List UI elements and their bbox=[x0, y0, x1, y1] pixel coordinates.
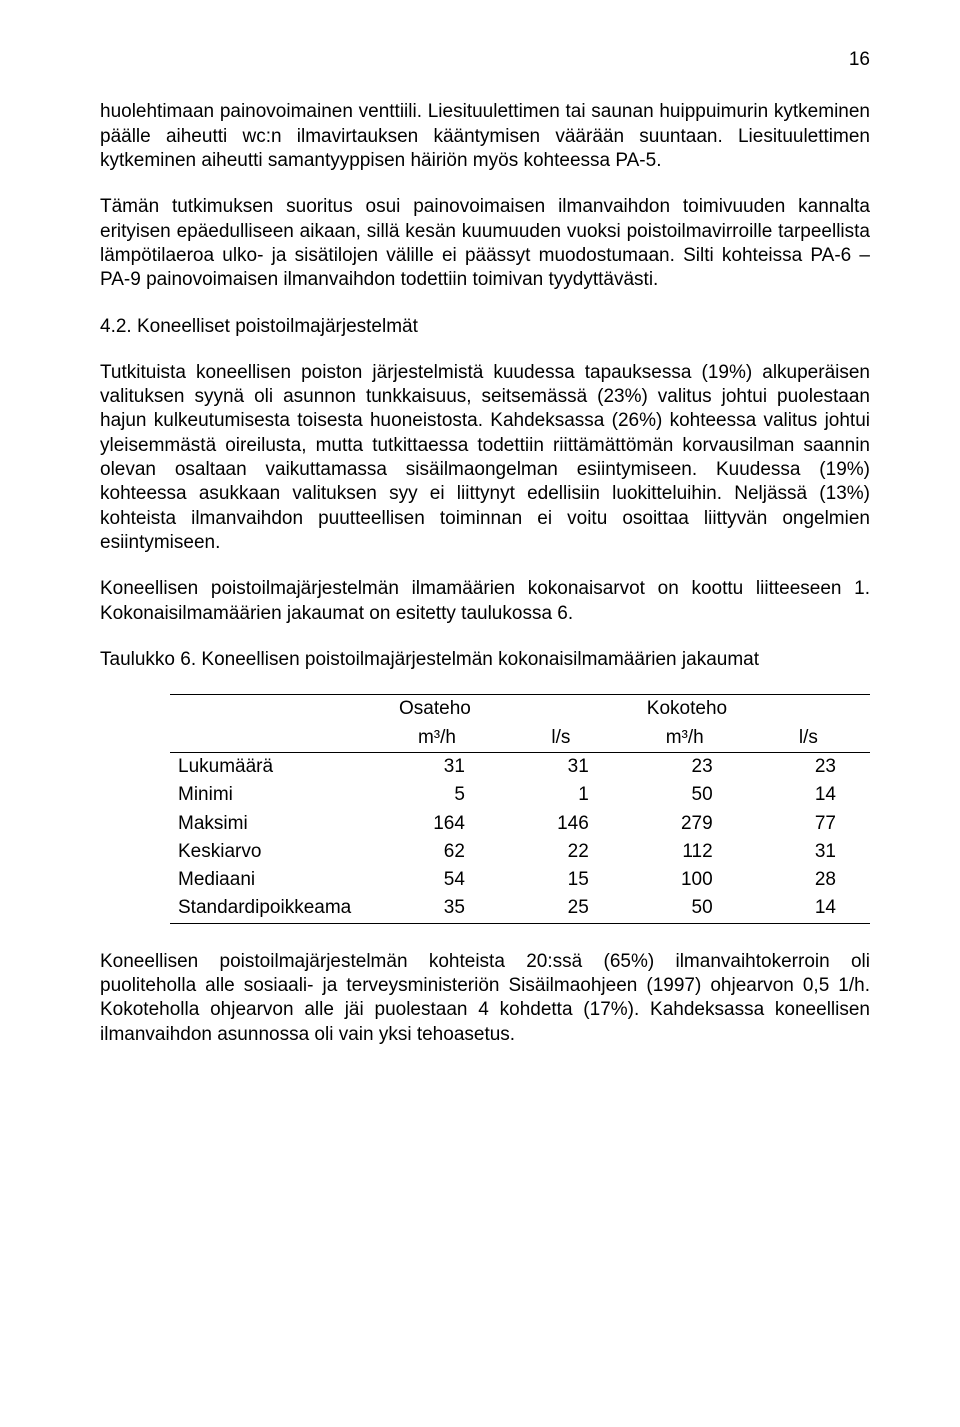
table-cell: 112 bbox=[623, 838, 747, 866]
paragraph: Koneellisen poistoilmajärjestelmän kohte… bbox=[100, 950, 870, 1047]
paragraph: Koneellisen poistoilmajärjestelmän ilmam… bbox=[100, 577, 870, 626]
table-cell-label: Lukumäärä bbox=[170, 752, 375, 781]
table-cell: 28 bbox=[747, 866, 870, 894]
table-caption: Taulukko 6. Koneellisen poistoilmajärjes… bbox=[100, 648, 870, 672]
table-header-blank bbox=[170, 724, 375, 753]
table-cell-label: Maksimi bbox=[170, 810, 375, 838]
table-cell: 164 bbox=[375, 810, 499, 838]
paragraph: Tutkituista koneellisen poiston järjeste… bbox=[100, 361, 870, 556]
table-row: Minimi 5 1 50 14 bbox=[170, 781, 870, 809]
table-cell: 23 bbox=[747, 752, 870, 781]
table-cell: 77 bbox=[747, 810, 870, 838]
data-table: Osateho Kokoteho m³/h l/s m³/h l/s Lukum… bbox=[170, 694, 870, 924]
table-cell: 50 bbox=[623, 894, 747, 923]
table-row: Maksimi 164 146 279 77 bbox=[170, 810, 870, 838]
table-cell: 31 bbox=[375, 752, 499, 781]
table-cell: 146 bbox=[499, 810, 623, 838]
table-cell: 62 bbox=[375, 838, 499, 866]
table-header-sub: l/s bbox=[499, 724, 623, 753]
table-row: Lukumäärä 31 31 23 23 bbox=[170, 752, 870, 781]
table-header-sub: l/s bbox=[747, 724, 870, 753]
table-header-group: Osateho bbox=[375, 695, 623, 724]
table-cell: 22 bbox=[499, 838, 623, 866]
table-cell: 25 bbox=[499, 894, 623, 923]
paragraph: Tämän tutkimuksen suoritus osui painovoi… bbox=[100, 195, 870, 292]
table-row: Mediaani 54 15 100 28 bbox=[170, 866, 870, 894]
table-header-blank bbox=[170, 695, 375, 724]
table-cell: 100 bbox=[623, 866, 747, 894]
section-heading: 4.2. Koneelliset poistoilmajärjestelmät bbox=[100, 315, 870, 339]
table-cell: 54 bbox=[375, 866, 499, 894]
table-cell: 15 bbox=[499, 866, 623, 894]
table-header-sub: m³/h bbox=[623, 724, 747, 753]
table-cell-label: Standardipoikkeama bbox=[170, 894, 375, 923]
table-row: Standardipoikkeama 35 25 50 14 bbox=[170, 894, 870, 923]
table-cell: 5 bbox=[375, 781, 499, 809]
table-header-group: Kokoteho bbox=[623, 695, 870, 724]
table-cell: 35 bbox=[375, 894, 499, 923]
paragraph: huolehtimaan painovoimainen venttiili. L… bbox=[100, 100, 870, 173]
table-cell: 279 bbox=[623, 810, 747, 838]
table-cell: 14 bbox=[747, 894, 870, 923]
table-row: Keskiarvo 62 22 112 31 bbox=[170, 838, 870, 866]
table-cell: 1 bbox=[499, 781, 623, 809]
document-page: 16 huolehtimaan painovoimainen venttiili… bbox=[0, 0, 960, 1129]
table-cell-label: Keskiarvo bbox=[170, 838, 375, 866]
table-cell: 50 bbox=[623, 781, 747, 809]
page-number: 16 bbox=[100, 48, 870, 72]
table-cell: 31 bbox=[499, 752, 623, 781]
table-cell-label: Minimi bbox=[170, 781, 375, 809]
table-cell: 14 bbox=[747, 781, 870, 809]
table-body: Lukumäärä 31 31 23 23 Minimi 5 1 50 14 M… bbox=[170, 752, 870, 923]
table-header-sub: m³/h bbox=[375, 724, 499, 753]
table-cell-label: Mediaani bbox=[170, 866, 375, 894]
table-cell: 23 bbox=[623, 752, 747, 781]
table-cell: 31 bbox=[747, 838, 870, 866]
